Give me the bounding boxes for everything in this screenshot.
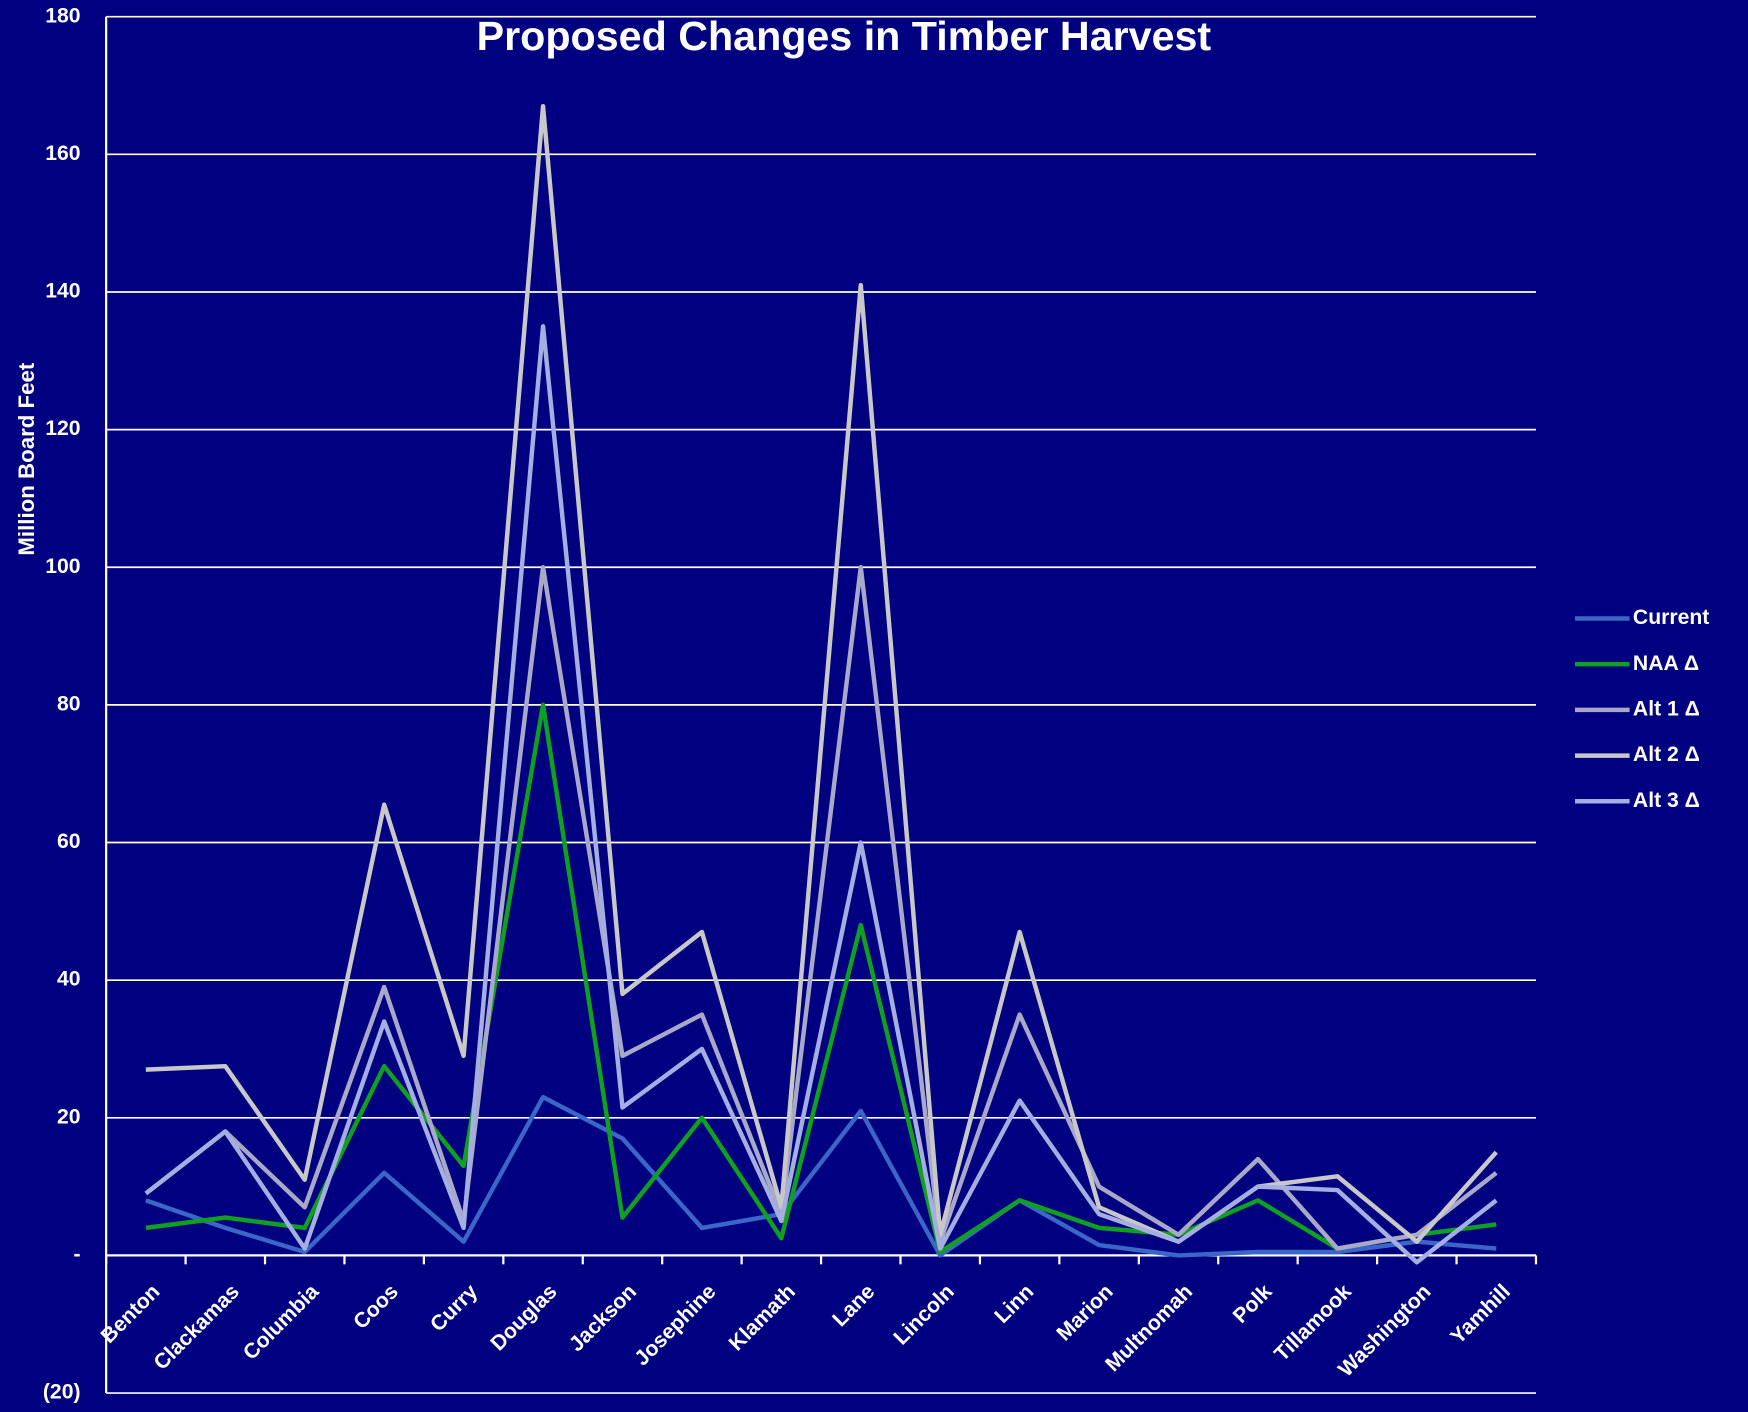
legend-label: Alt 1 Δ: [1633, 697, 1700, 720]
series-line: [144, 324, 1498, 1265]
y-tick-label: 80: [57, 692, 81, 715]
series-line: [145, 103, 1498, 1244]
y-tick-label: 180: [45, 4, 80, 27]
series-line: [145, 702, 1497, 1255]
x-tick-label: Josephine: [630, 1280, 720, 1370]
y-tick-label: 20: [57, 1105, 81, 1128]
x-tick-label: Tillamook: [1270, 1280, 1356, 1366]
legend-label: Current: [1633, 606, 1709, 629]
chart-title: Proposed Changes in Timber Harvest: [477, 13, 1212, 59]
legend-label: NAA Δ: [1633, 652, 1699, 675]
legend-label: Alt 3 Δ: [1633, 789, 1700, 812]
y-tick-label: (20): [43, 1381, 81, 1404]
x-tick-label: Yamhill: [1446, 1280, 1515, 1349]
x-tick-label: Linn: [990, 1280, 1038, 1328]
x-tick-label: Clackamas: [149, 1280, 243, 1374]
x-tick-label: Lane: [828, 1280, 879, 1331]
x-tick-label: Curry: [426, 1280, 482, 1336]
x-tick-label: Columbia: [239, 1280, 324, 1365]
x-tick-label: Marion: [1052, 1280, 1117, 1345]
x-tick-label: Douglas: [486, 1280, 561, 1355]
y-tick-label: 120: [45, 417, 80, 440]
y-tick-label: 100: [45, 555, 80, 578]
x-tick-label: Jackson: [565, 1280, 641, 1356]
x-tick-label: Polk: [1229, 1280, 1277, 1328]
x-tick-label: Klamath: [725, 1280, 800, 1355]
series-line: [145, 1094, 1497, 1258]
legend-label: Alt 2 Δ: [1633, 743, 1700, 766]
x-tick-label: Coos: [349, 1280, 403, 1334]
x-tick-label: Lincoln: [889, 1280, 958, 1349]
y-tick-label: 160: [45, 142, 80, 165]
y-tick-label: 140: [45, 280, 80, 303]
y-tick-label: 40: [57, 968, 81, 991]
y-tick-label: -: [73, 1243, 80, 1266]
y-axis-title: Million Board Feet: [14, 362, 39, 556]
series-line: [144, 565, 1498, 1251]
y-tick-label: 60: [57, 830, 81, 853]
